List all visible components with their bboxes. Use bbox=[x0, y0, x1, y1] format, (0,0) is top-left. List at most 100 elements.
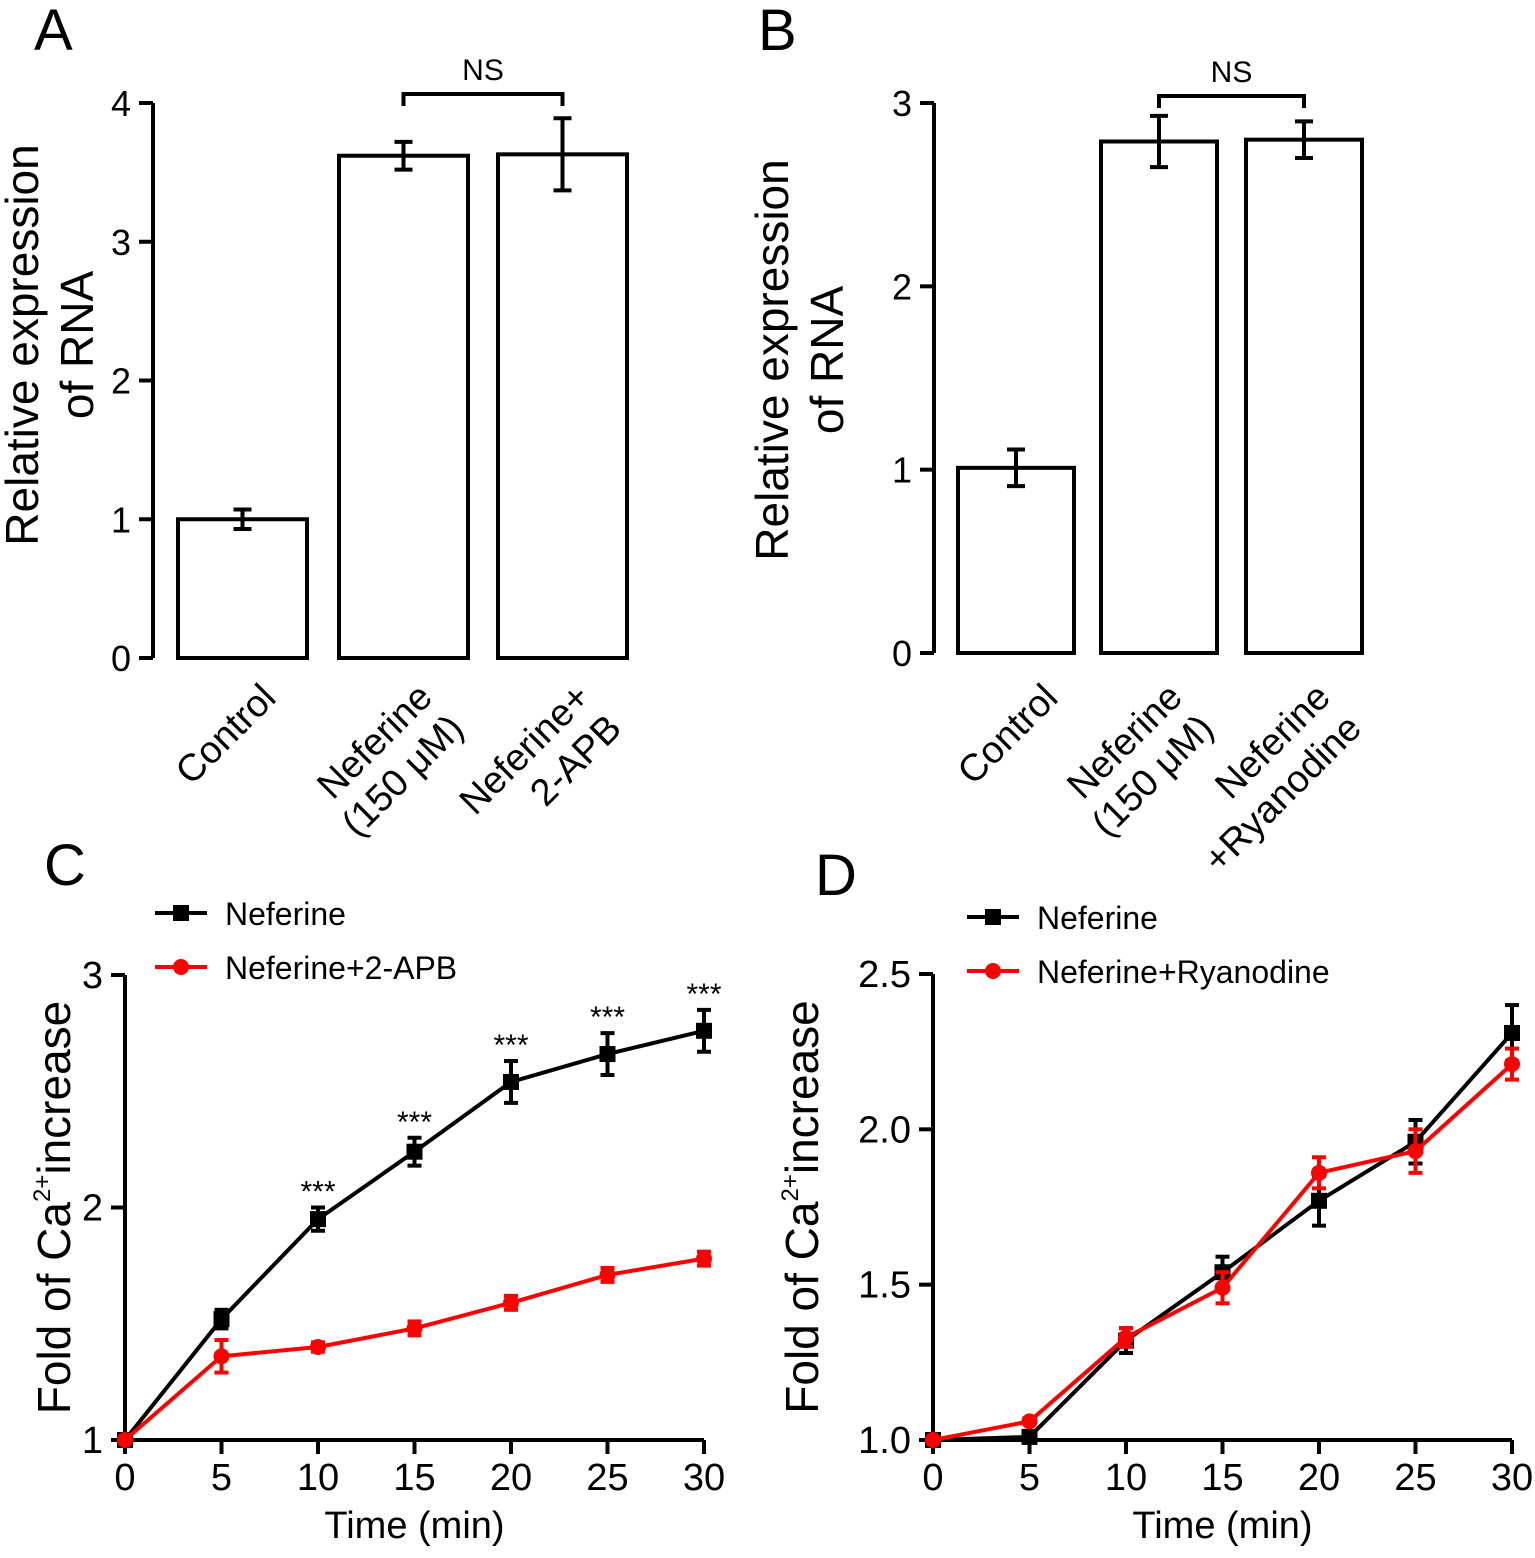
data-point bbox=[503, 1294, 519, 1311]
data-point bbox=[117, 1432, 133, 1448]
data-point bbox=[213, 1348, 230, 1365]
legend-label: Neferine bbox=[225, 896, 346, 932]
y-tick-label: 3 bbox=[111, 222, 131, 263]
y-tick-label: 2 bbox=[82, 1188, 103, 1230]
significance-stars: *** bbox=[686, 978, 721, 1011]
data-point bbox=[310, 1339, 326, 1355]
series-line bbox=[123, 1028, 705, 1442]
significance-bracket bbox=[401, 92, 565, 106]
x-tick-label: 25 bbox=[1394, 1457, 1436, 1499]
y-tick-label: 1 bbox=[111, 499, 131, 540]
data-point bbox=[696, 1022, 712, 1039]
y-axis-label: Relative expressionof RNA bbox=[0, 144, 103, 545]
series-line bbox=[123, 1256, 705, 1442]
data-point bbox=[213, 1311, 230, 1328]
x-tick-label: 15 bbox=[393, 1457, 435, 1499]
series-line bbox=[932, 1031, 1514, 1442]
x-axis-label: Time (min) bbox=[1132, 1505, 1312, 1547]
y-axis-label-line: Relative expression bbox=[0, 144, 48, 545]
x-tick-label: 0 bbox=[922, 1457, 943, 1499]
x-tick-label: 30 bbox=[683, 1457, 725, 1499]
data-point bbox=[406, 1143, 423, 1160]
y-axis-label: Relative expressionof RNA bbox=[746, 159, 853, 560]
significance-stars: *** bbox=[300, 1176, 335, 1209]
x-tick-label: 5 bbox=[1019, 1457, 1040, 1499]
y-tick-label: 1 bbox=[892, 450, 912, 491]
significance-label: NS bbox=[1211, 56, 1253, 89]
series-neferine bbox=[925, 1003, 1520, 1448]
panel-label-b: B bbox=[758, 0, 797, 63]
panel-label-d: D bbox=[815, 843, 857, 908]
category-label: Control bbox=[950, 677, 1066, 793]
y-tick-label: 0 bbox=[892, 633, 912, 674]
y-axis-label-line: of RNA bbox=[51, 271, 103, 420]
legend-marker bbox=[985, 909, 1001, 925]
x-tick-label: 5 bbox=[211, 1457, 232, 1499]
series-line bbox=[932, 1062, 1514, 1442]
y-axis-label-superscript: 2+ bbox=[777, 1174, 804, 1201]
x-tick-label: 10 bbox=[297, 1457, 339, 1499]
data-point bbox=[1504, 1025, 1520, 1042]
data-point bbox=[1214, 1279, 1231, 1296]
data-point bbox=[1311, 1192, 1327, 1209]
y-axis-label-line: of RNA bbox=[801, 286, 853, 435]
x-tick-label: 15 bbox=[1201, 1457, 1243, 1499]
y-axis-label-part: increase bbox=[28, 1001, 80, 1175]
x-tick-label: 0 bbox=[114, 1457, 135, 1499]
y-tick-label: 1 bbox=[82, 1420, 103, 1462]
y-axis-label: Fold of Ca2+increase bbox=[776, 1000, 828, 1413]
data-point bbox=[310, 1211, 326, 1228]
x-tick-label: 20 bbox=[490, 1457, 532, 1499]
data-point bbox=[1118, 1329, 1134, 1346]
y-tick-label: 0 bbox=[111, 638, 131, 679]
y-axis-label-superscript: 2+ bbox=[29, 1175, 56, 1202]
significance-label: NS bbox=[462, 54, 504, 87]
y-tick-label: 2.5 bbox=[858, 954, 911, 996]
data-point bbox=[599, 1046, 616, 1063]
category-label: Neferine(150 μM) bbox=[1053, 676, 1222, 845]
bar bbox=[956, 465, 1076, 656]
bar bbox=[1244, 137, 1364, 655]
y-tick-label: 2 bbox=[892, 266, 912, 307]
series-combination bbox=[117, 1249, 712, 1448]
category-label: Neferine(150 μM) bbox=[303, 676, 472, 845]
data-point bbox=[1021, 1413, 1038, 1430]
y-tick-label: 1.0 bbox=[858, 1420, 911, 1462]
data-point bbox=[1021, 1428, 1038, 1445]
x-tick-label: 20 bbox=[1298, 1457, 1340, 1499]
category-label-line: Control bbox=[950, 677, 1066, 793]
panel-d-line-chart: 1.0 1.5 2.0 2.5 0 5 10 15 20 25 30 Time (min) Fold o… bbox=[776, 900, 1533, 1547]
data-point bbox=[503, 1073, 519, 1090]
y-axis-label: Fold of Ca2+increase bbox=[28, 1001, 80, 1414]
legend-marker bbox=[173, 905, 189, 921]
y-tick-label: 2 bbox=[111, 361, 131, 402]
category-label-line: Control bbox=[168, 677, 284, 793]
y-tick-label: 3 bbox=[892, 83, 912, 124]
data-point bbox=[696, 1250, 712, 1267]
legend-label: Neferine bbox=[1037, 900, 1158, 936]
y-tick-label: 2.0 bbox=[858, 1109, 911, 1151]
y-tick-label: 4 bbox=[111, 83, 131, 124]
y-tick-label: 3 bbox=[82, 955, 103, 997]
data-point bbox=[925, 1432, 941, 1448]
x-tick-label: 25 bbox=[586, 1457, 628, 1499]
data-point bbox=[1407, 1143, 1424, 1160]
legend-marker bbox=[173, 959, 189, 975]
series-combination bbox=[925, 1046, 1520, 1448]
y-axis-label-part: Fold of Ca bbox=[776, 1201, 828, 1414]
y-axis-label-part: Fold of Ca bbox=[28, 1202, 80, 1415]
legend-label: Neferine+Ryanodine bbox=[1037, 954, 1330, 990]
series-neferine bbox=[117, 1007, 712, 1448]
panel-label-c: C bbox=[44, 833, 86, 898]
y-axis-label-part: increase bbox=[776, 1000, 828, 1174]
legend-marker bbox=[985, 963, 1001, 979]
data-point bbox=[1504, 1056, 1520, 1073]
bar bbox=[1099, 139, 1219, 655]
y-tick-label: 1.5 bbox=[858, 1265, 911, 1307]
category-label: Neferine+2-APB bbox=[452, 676, 630, 854]
x-tick-label: 30 bbox=[1491, 1457, 1533, 1499]
data-point bbox=[599, 1266, 616, 1283]
